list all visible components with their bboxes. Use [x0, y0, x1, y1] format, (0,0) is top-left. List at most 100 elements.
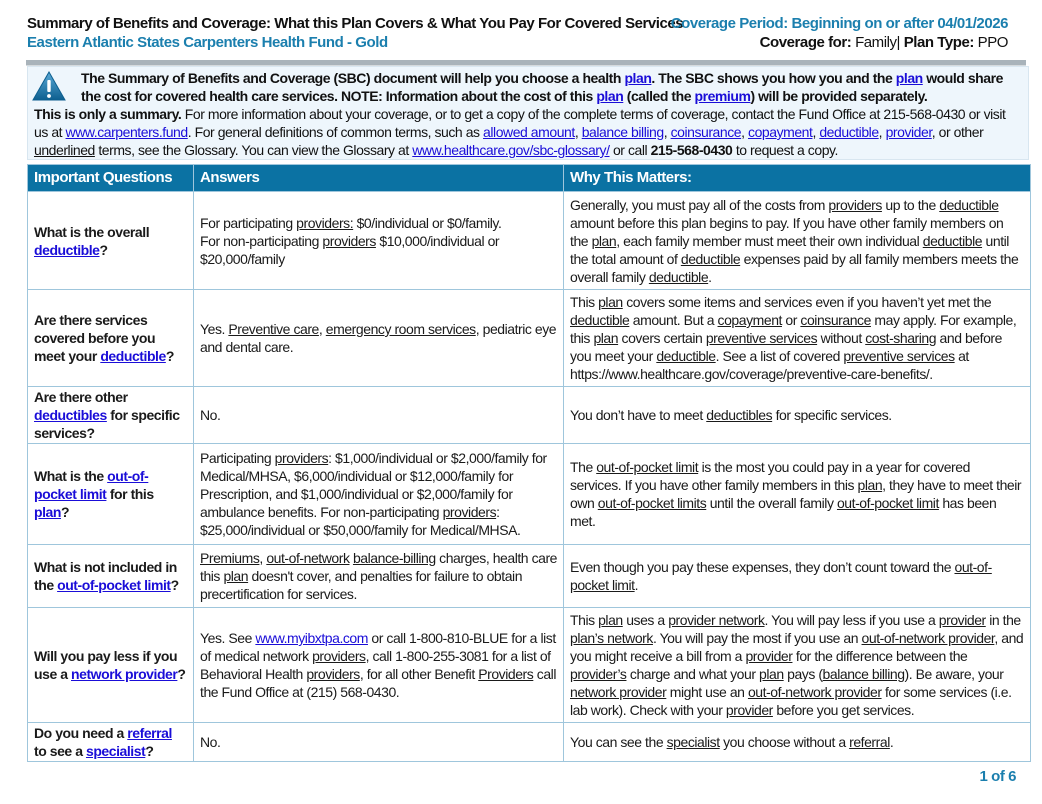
text-segment: terms, see the Glossary. You can view th… — [94, 142, 413, 158]
bold-text: 215-568-0430 — [650, 142, 733, 158]
table-row: Are there other deductibles for specific… — [27, 386, 1031, 444]
answer-cell: Yes. See www.myibxtpa.com or call 1-800-… — [193, 607, 564, 723]
glossary-link[interactable]: deductibles — [34, 407, 107, 423]
text-segment: , for all other Benefit — [359, 666, 479, 682]
why-this-matters-cell: Even though you pay these expenses, they… — [563, 544, 1031, 608]
header-important-questions: Important Questions — [27, 164, 194, 192]
underlined-term: deductibles — [706, 407, 773, 423]
text-segment: . — [708, 268, 712, 285]
text-segment: Will you pay less if you use a — [34, 648, 178, 682]
glossary-link[interactable]: network provider — [71, 666, 178, 682]
glossary-link[interactable]: out-of-pocket limit — [57, 577, 171, 593]
text-segment: . — [889, 734, 894, 750]
text-segment: You can see the — [570, 734, 667, 750]
text-segment: amount. But a — [629, 312, 718, 328]
glossary-link[interactable]: plan — [895, 70, 923, 86]
header-divider — [26, 60, 1026, 66]
text-segment: covers some items and services even if y… — [622, 294, 992, 310]
text-segment: Participating — [200, 450, 275, 466]
text-segment: until the overall family — [706, 495, 837, 511]
glossary-link[interactable]: deductible — [819, 124, 879, 140]
text-segment: No. — [200, 734, 221, 750]
glossary-link[interactable]: plan — [34, 504, 61, 520]
underlined-term: provider — [745, 648, 793, 664]
text-segment: , each family member must meet their own… — [616, 232, 923, 249]
underlined-term: deductible — [656, 348, 716, 364]
glossary-link[interactable]: plan — [624, 70, 652, 86]
why-this-matters-cell: This plan uses a provider network. You w… — [563, 607, 1031, 723]
glossary-link[interactable]: www.carpenters.fund — [65, 124, 189, 140]
underlined-term: plan — [591, 232, 617, 249]
glossary-link[interactable]: www.healthcare.gov/sbc-glossary/ — [412, 142, 610, 158]
text-segment: For non-participating — [200, 232, 323, 249]
underlined-term: out-of-pocket limit — [570, 559, 992, 593]
text-segment: , they have to meet their own — [570, 477, 1022, 511]
glossary-link[interactable]: balance billing — [581, 124, 664, 140]
underlined-term: plan — [598, 294, 623, 310]
table-header-row: Important Questions Answers Why This Mat… — [27, 164, 1031, 192]
text-segment: No. — [200, 407, 221, 423]
text-segment: you choose without a — [719, 734, 850, 750]
glossary-link[interactable]: deductible — [100, 348, 166, 364]
answer-cell: No. — [193, 386, 564, 444]
text-segment: , or other — [931, 124, 984, 140]
why-this-matters-cell: You don’t have to meet deductibles for s… — [563, 386, 1031, 444]
answer-cell: No. — [193, 722, 564, 762]
question-cell: Are there services covered before you me… — [27, 289, 194, 387]
underlined-term: plan — [593, 330, 619, 346]
text-segment: call the Fund Office at (215) 568-0430. — [200, 666, 556, 700]
benefits-table: Important Questions Answers Why This Mat… — [27, 164, 1031, 762]
text-segment: . You will pay less if you use a — [764, 612, 939, 628]
glossary-link[interactable]: specialist — [85, 743, 146, 759]
text-segment: in the — [985, 612, 1021, 628]
underlined-term: out-of-network provider — [861, 630, 995, 646]
underlined-term: providers — [312, 648, 366, 664]
text-segment: . — [634, 577, 639, 593]
text-segment: Do you need a — [34, 725, 128, 741]
text-segment: would share the cost for covered health … — [81, 70, 1003, 104]
info-box: The Summary of Benefits and Coverage (SB… — [27, 66, 1029, 160]
underlined-term: out-of-pocket limit — [836, 495, 939, 511]
text-segment: and before you meet your — [570, 330, 1002, 364]
text-segment: up to the — [881, 196, 940, 213]
text-segment: ? — [145, 743, 154, 759]
text-segment: . You will pay the most if you use an — [652, 630, 862, 646]
glossary-link[interactable]: www.myibxtpa.com — [255, 630, 368, 646]
text-segment: to see a — [34, 743, 86, 759]
text-segment: For more information about your coverage… — [34, 106, 1006, 140]
coverage-for-value: Family| — [855, 34, 900, 51]
text-segment: for specific services? — [34, 407, 180, 441]
text-segment: , — [574, 124, 582, 140]
glossary-link[interactable]: coinsurance — [670, 124, 742, 140]
underlined-term: providers — [274, 450, 329, 466]
bold-text: This is only a summary. — [34, 106, 182, 122]
text-segment: has been met. — [570, 495, 997, 529]
text-segment: , and you might receive a bill from a — [570, 630, 1024, 664]
text-segment: , — [812, 124, 820, 140]
warning-triangle-icon — [32, 71, 66, 101]
glossary-link[interactable]: referral — [127, 725, 172, 741]
glossary-link[interactable]: provider — [885, 124, 933, 140]
underlined-term: coinsurance — [800, 312, 871, 328]
glossary-link[interactable]: copayment — [748, 124, 813, 140]
answer-cell: For participating providers: $0/individu… — [193, 191, 564, 290]
glossary-link[interactable]: plan — [596, 88, 624, 104]
underlined-term: providers: — [296, 214, 354, 231]
underlined-term: out-of-pocket limit — [596, 459, 699, 475]
underlined-term: Preventive care — [228, 321, 319, 337]
text-segment: You don’t have to meet — [570, 407, 707, 423]
underlined-term: preventive services — [705, 330, 818, 346]
glossary-link[interactable]: out-of-pocket limit — [34, 468, 149, 502]
glossary-link[interactable]: allowed amount — [483, 124, 575, 140]
text-segment: for this — [106, 486, 154, 502]
glossary-link[interactable]: premium — [694, 88, 751, 104]
coverage-period: Coverage Period: Beginning on or after 0… — [670, 15, 1009, 32]
answer-cell: Premiums, out-of-network balance-billing… — [193, 544, 564, 608]
underlined-term: plan — [759, 666, 784, 682]
underlined-term: deductible — [939, 196, 999, 213]
glossary-link[interactable]: deductible — [34, 241, 100, 258]
underlined-term: providers — [306, 666, 360, 682]
text-segment: . See a list of covered — [715, 348, 844, 364]
question-cell: Do you need a referral to see a speciali… — [27, 722, 194, 762]
text-segment: Are there services covered before you me… — [34, 312, 156, 364]
